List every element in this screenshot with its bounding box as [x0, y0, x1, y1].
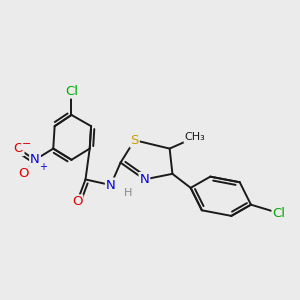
Text: H: H: [123, 188, 132, 199]
Text: N: N: [30, 153, 40, 166]
Text: Cl: Cl: [65, 85, 78, 98]
Text: −: −: [22, 140, 31, 149]
Text: N: N: [140, 173, 149, 186]
Text: +: +: [39, 162, 47, 172]
Text: CH₃: CH₃: [184, 132, 205, 142]
Text: N: N: [106, 178, 116, 192]
Text: O: O: [72, 195, 82, 208]
Text: S: S: [130, 134, 139, 147]
Text: O: O: [19, 167, 29, 180]
Text: Cl: Cl: [272, 207, 286, 220]
Text: O: O: [13, 142, 23, 155]
